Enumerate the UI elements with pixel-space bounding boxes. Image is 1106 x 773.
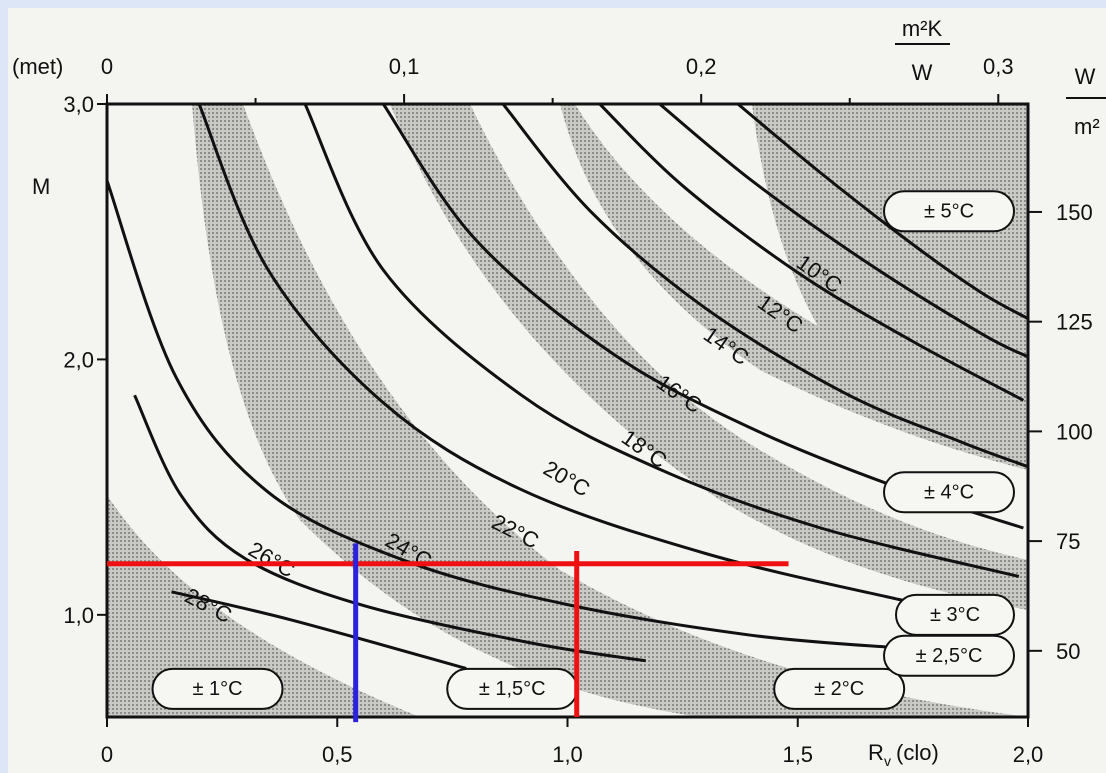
isotherm-curve bbox=[197, 104, 1010, 624]
x-axis-label-unit: (clo) bbox=[896, 740, 939, 765]
y-axis-label: M bbox=[32, 174, 50, 199]
svg-text:± 4°C: ± 4°C bbox=[924, 482, 974, 504]
svg-text:± 2,5°C: ± 2,5°C bbox=[916, 645, 983, 667]
x-bottom-tick-label: 0 bbox=[101, 742, 113, 767]
isotherm-curve bbox=[501, 104, 1028, 469]
x-top-tick-label: 0,1 bbox=[389, 54, 420, 79]
top-axis-unit-denominator: W bbox=[912, 60, 933, 85]
x-bottom-tick-label: 1,5 bbox=[782, 742, 813, 767]
x-top-tick-label: 0,2 bbox=[686, 54, 717, 79]
y-right-tick-label: 50 bbox=[1056, 639, 1080, 664]
tolerance-band-label: ± 1°C bbox=[151, 667, 284, 710]
isotherm-curve bbox=[736, 104, 1028, 320]
y-left-tick-label: 2,0 bbox=[63, 347, 94, 372]
x-axis-title: R v (clo) bbox=[868, 740, 939, 769]
isotherm-curve bbox=[107, 180, 900, 650]
isotherm-curve bbox=[658, 104, 1028, 359]
tolerance-band-label: ± 4°C bbox=[883, 471, 1015, 514]
right-axis-unit-numerator: W bbox=[1075, 64, 1096, 89]
y-unit-label: (met) bbox=[12, 54, 63, 79]
isotherm-curve bbox=[133, 394, 647, 663]
isotherm-curve bbox=[598, 104, 1025, 402]
svg-text:± 1°C: ± 1°C bbox=[192, 678, 242, 700]
y-left-tick-label: 3,0 bbox=[63, 92, 94, 117]
y-right-tick-label: 75 bbox=[1056, 529, 1080, 554]
tolerance-band-label: ± 2,5°C bbox=[883, 634, 1015, 677]
tolerance-band-label: ± 1,5°C bbox=[446, 667, 579, 710]
x-top-tick-label: 0,3 bbox=[983, 54, 1014, 79]
isotherm-curve bbox=[171, 590, 467, 670]
svg-text:± 1,5°C: ± 1,5°C bbox=[479, 678, 546, 700]
tolerance-band-label: ± 2°C bbox=[773, 667, 906, 710]
y-left-tick-label: 1,0 bbox=[63, 603, 94, 628]
tolerance-band-label: ± 3°C bbox=[895, 593, 1015, 636]
x-bottom-tick-label: 0,5 bbox=[322, 742, 353, 767]
top-axis-unit-numerator: m²K bbox=[902, 16, 943, 41]
x-bottom-tick-label: 1,0 bbox=[552, 742, 583, 767]
y-right-tick-label: 100 bbox=[1056, 419, 1093, 444]
isotherm-curve bbox=[303, 104, 1020, 578]
x-axis-label-sub: v bbox=[884, 753, 891, 769]
tolerance-band-label: ± 5°C bbox=[883, 190, 1015, 233]
x-top-tick-label: 0 bbox=[101, 54, 113, 79]
x-bottom-tick-label: 2,0 bbox=[1013, 742, 1044, 767]
y-right-tick-label: 125 bbox=[1056, 310, 1093, 335]
right-axis-unit-denominator: m² bbox=[1074, 114, 1100, 139]
isotherm-label: 26°C bbox=[244, 536, 299, 582]
x-axis-label-main: R bbox=[868, 740, 884, 765]
svg-text:± 5°C: ± 5°C bbox=[924, 201, 974, 223]
svg-text:± 2°C: ± 2°C bbox=[814, 678, 864, 700]
svg-text:± 3°C: ± 3°C bbox=[930, 604, 980, 626]
y-right-tick-label: 150 bbox=[1056, 200, 1093, 225]
isotherm-label: 20°C bbox=[539, 455, 594, 501]
